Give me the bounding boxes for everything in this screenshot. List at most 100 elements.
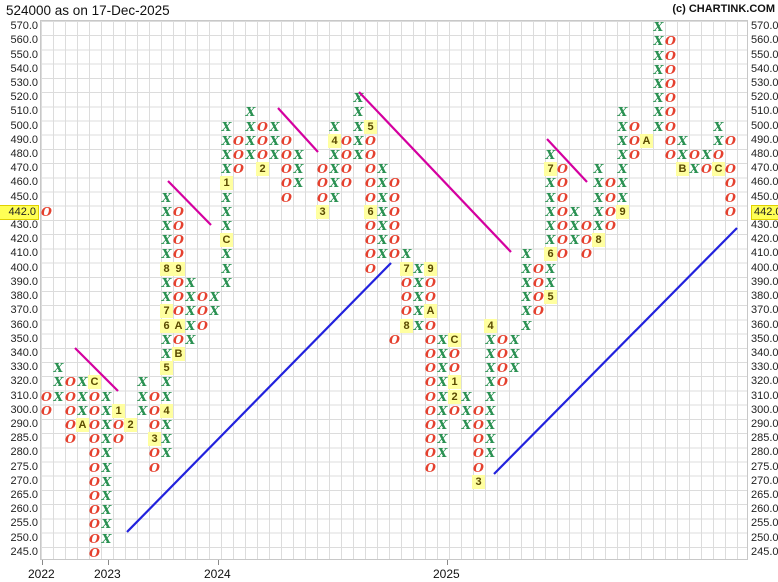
y-axis-label-right: 370.0: [751, 304, 778, 317]
y-axis-label-right: 270.0: [751, 474, 778, 487]
pnf-o-cell: O: [257, 146, 268, 162]
pnf-o-cell: O: [725, 175, 736, 191]
pnf-x-cell: X: [521, 317, 532, 333]
pnf-x-cell: X: [329, 175, 340, 191]
pnf-x-cell: X: [545, 146, 556, 162]
y-axis-label-left: 450.0: [10, 190, 38, 203]
pnf-x-cell: X: [377, 232, 388, 248]
pnf-x-cell: X: [437, 416, 448, 432]
pnf-x-cell: X: [413, 289, 424, 305]
pnf-o-cell: O: [341, 132, 352, 148]
pnf-o-cell: O: [41, 203, 52, 219]
y-axis-label-right: 320.0: [751, 375, 778, 388]
pnf-x-cell: X: [161, 431, 172, 447]
pnf-x-cell: X: [509, 331, 520, 347]
pnf-month-marker: 7: [160, 304, 173, 319]
pnf-month-marker: 7: [544, 162, 557, 177]
pnf-o-cell: O: [365, 161, 376, 177]
pnf-x-cell: X: [185, 303, 196, 319]
pnf-o-cell: O: [725, 189, 736, 205]
pnf-x-cell: X: [161, 189, 172, 205]
pnf-month-marker: 8: [400, 318, 413, 333]
y-axis-label-left: 500.0: [10, 119, 38, 132]
y-axis-label-right: 442.0: [751, 204, 778, 220]
pnf-x-cell: X: [53, 388, 64, 404]
pnf-x-cell: X: [353, 104, 364, 120]
pnf-x-cell: X: [689, 161, 700, 177]
y-axis-label-right: 300.0: [751, 403, 778, 416]
pnf-x-cell: X: [437, 402, 448, 418]
pnf-x-cell: X: [101, 530, 112, 546]
pnf-o-cell: O: [365, 146, 376, 162]
pnf-x-cell: X: [377, 218, 388, 234]
pnf-o-cell: O: [713, 146, 724, 162]
pnf-x-cell: X: [617, 132, 628, 148]
pnf-x-cell: X: [617, 175, 628, 191]
pnf-x-cell: X: [485, 431, 496, 447]
y-axis-label-right: 330.0: [751, 361, 778, 374]
y-axis-label-left: 245.0: [10, 545, 38, 558]
pnf-x-cell: X: [377, 175, 388, 191]
y-axis-label-left: 420.0: [10, 233, 38, 246]
pnf-o-cell: O: [173, 289, 184, 305]
pnf-x-cell: X: [377, 189, 388, 205]
pnf-o-cell: O: [425, 402, 436, 418]
pnf-x-cell: X: [653, 75, 664, 91]
y-axis-label-left: 540.0: [10, 62, 38, 75]
pnf-x-cell: X: [485, 388, 496, 404]
pnf-o-cell: O: [665, 61, 676, 77]
pnf-o-cell: O: [317, 161, 328, 177]
pnf-x-cell: X: [293, 161, 304, 177]
pnf-o-cell: O: [89, 445, 100, 461]
y-axis-label-right: 350.0: [751, 332, 778, 345]
y-axis-label-left: 380.0: [10, 290, 38, 303]
pnf-month-marker: 1: [112, 403, 125, 418]
pnf-o-cell: O: [281, 161, 292, 177]
pnf-o-cell: O: [65, 374, 76, 390]
pnf-o-cell: O: [665, 75, 676, 91]
pnf-x-cell: X: [185, 274, 196, 290]
pnf-x-cell: X: [221, 274, 232, 290]
pnf-month-marker: A: [424, 304, 437, 319]
pnf-month-marker: C: [448, 332, 461, 347]
y-axis-label-right: 275.0: [751, 460, 778, 473]
y-axis-label-left: 430.0: [10, 219, 38, 232]
pnf-x-cell: X: [245, 104, 256, 120]
y-axis-label-left: 510.0: [10, 105, 38, 118]
pnf-o-cell: O: [581, 218, 592, 234]
pnf-o-cell: O: [629, 146, 640, 162]
pnf-x-cell: X: [521, 246, 532, 262]
y-axis-label-right: 550.0: [751, 48, 778, 61]
pnf-month-marker: 6: [364, 204, 377, 219]
y-axis-label-right: 510.0: [751, 105, 778, 118]
pnf-o-cell: O: [257, 118, 268, 134]
pnf-x-cell: X: [101, 473, 112, 489]
pnf-o-cell: O: [65, 388, 76, 404]
pnf-o-cell: O: [317, 189, 328, 205]
pnf-x-cell: X: [77, 402, 88, 418]
pnf-o-cell: O: [149, 445, 160, 461]
pnf-o-cell: O: [233, 161, 244, 177]
pnf-x-cell: X: [545, 175, 556, 191]
pnf-x-cell: X: [101, 388, 112, 404]
pnf-o-cell: O: [173, 203, 184, 219]
pnf-x-cell: X: [545, 274, 556, 290]
y-axis-label-left: 410.0: [10, 247, 38, 260]
pnf-month-marker: 8: [592, 233, 605, 248]
pnf-x-cell: X: [401, 246, 412, 262]
pnf-x-cell: X: [545, 189, 556, 205]
pnf-o-cell: O: [701, 161, 712, 177]
y-axis-label-left: 320.0: [10, 375, 38, 388]
pnf-o-cell: O: [365, 246, 376, 262]
x-axis-year-label: 2024: [204, 566, 231, 581]
pnf-o-cell: O: [89, 416, 100, 432]
uptrend-line: [126, 262, 392, 533]
pnf-o-cell: O: [89, 459, 100, 475]
pnf-o-cell: O: [629, 118, 640, 134]
pnf-o-cell: O: [425, 345, 436, 361]
pnf-month-marker: 7: [400, 261, 413, 276]
pnf-x-cell: X: [617, 104, 628, 120]
y-axis-label-left: 260.0: [10, 503, 38, 516]
pnf-month-marker: C: [88, 375, 101, 390]
pnf-x-cell: X: [353, 90, 364, 106]
